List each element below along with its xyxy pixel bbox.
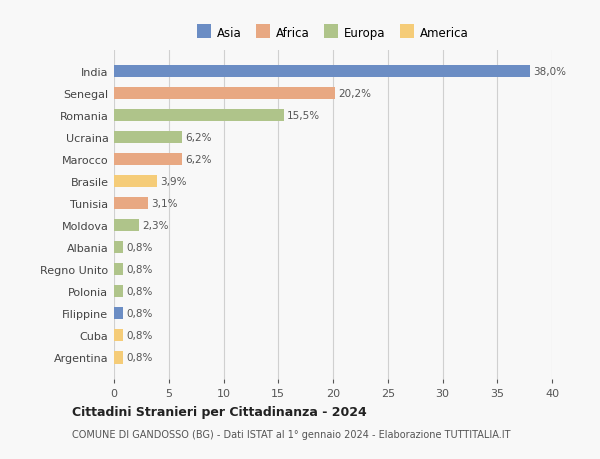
Bar	[114, 263, 123, 276]
Text: 2,3%: 2,3%	[142, 221, 169, 230]
Bar	[114, 65, 530, 78]
Text: 0,8%: 0,8%	[126, 330, 152, 341]
Bar	[114, 308, 123, 320]
Bar	[114, 87, 335, 100]
Bar	[114, 197, 148, 210]
Bar	[114, 109, 284, 122]
Text: 0,8%: 0,8%	[126, 308, 152, 319]
Text: 6,2%: 6,2%	[185, 133, 212, 142]
Text: 6,2%: 6,2%	[185, 155, 212, 164]
Bar	[114, 153, 182, 166]
Text: 3,9%: 3,9%	[160, 177, 187, 186]
Text: 0,8%: 0,8%	[126, 265, 152, 274]
Text: Cittadini Stranieri per Cittadinanza - 2024: Cittadini Stranieri per Cittadinanza - 2…	[72, 405, 367, 419]
Text: 0,8%: 0,8%	[126, 353, 152, 363]
Legend: Asia, Africa, Europa, America: Asia, Africa, Europa, America	[194, 23, 472, 44]
Text: 38,0%: 38,0%	[533, 67, 566, 77]
Text: 3,1%: 3,1%	[151, 199, 178, 208]
Bar	[114, 352, 123, 364]
Bar	[114, 219, 139, 232]
Text: COMUNE DI GANDOSSO (BG) - Dati ISTAT al 1° gennaio 2024 - Elaborazione TUTTITALI: COMUNE DI GANDOSSO (BG) - Dati ISTAT al …	[72, 429, 511, 439]
Text: 0,8%: 0,8%	[126, 243, 152, 252]
Text: 15,5%: 15,5%	[287, 111, 320, 121]
Text: 0,8%: 0,8%	[126, 287, 152, 297]
Bar	[114, 330, 123, 342]
Bar	[114, 175, 157, 188]
Bar	[114, 131, 182, 144]
Bar	[114, 241, 123, 254]
Bar	[114, 285, 123, 298]
Text: 20,2%: 20,2%	[338, 89, 371, 99]
